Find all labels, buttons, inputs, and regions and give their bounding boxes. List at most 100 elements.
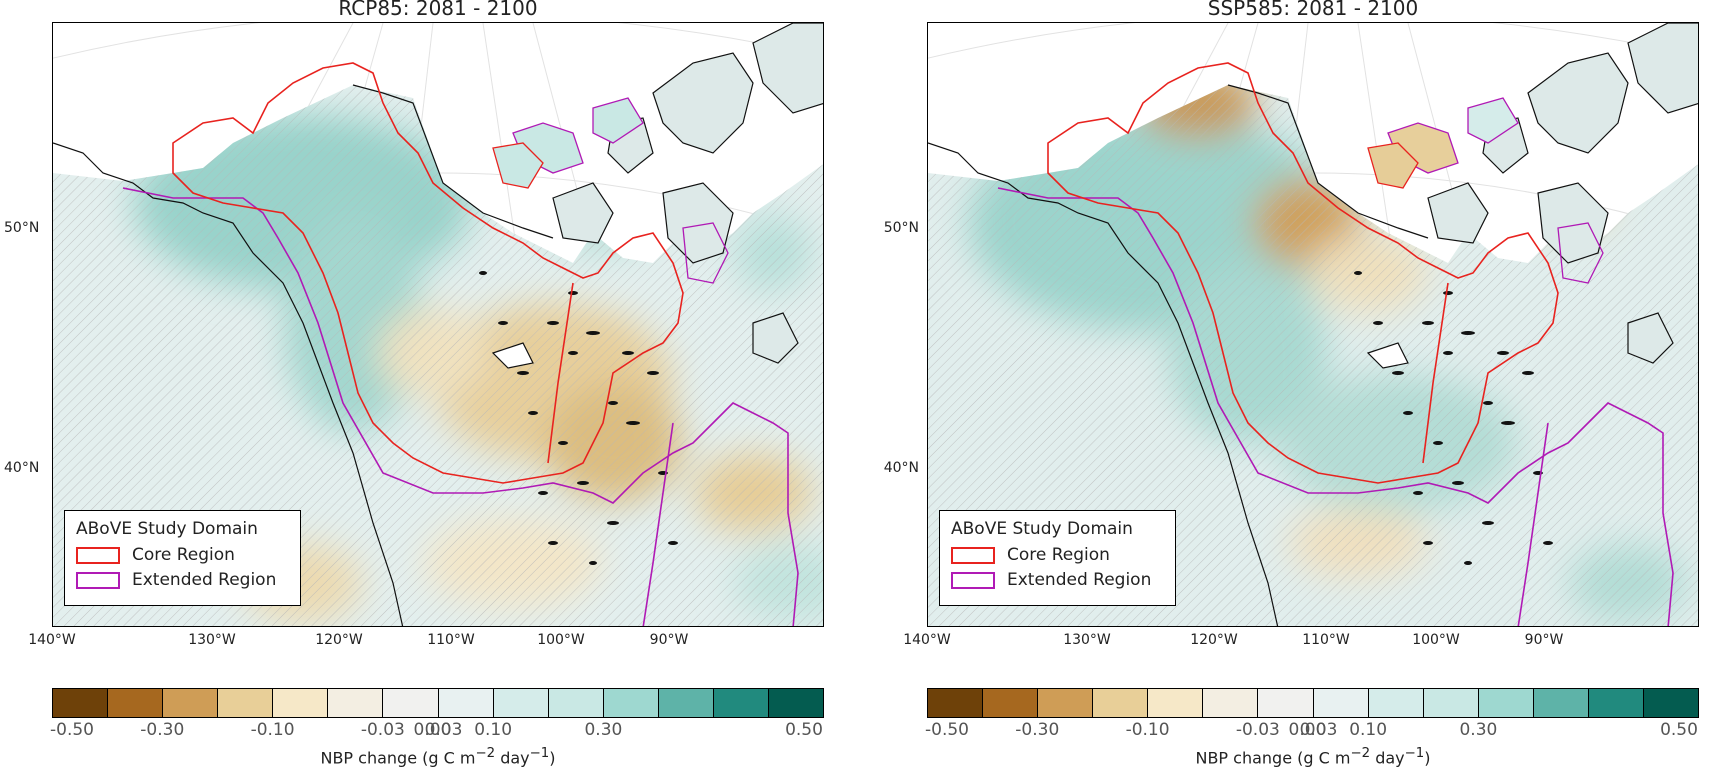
lakes xyxy=(479,271,678,565)
map-legend: ABoVE Study Domain Core Region Extended … xyxy=(939,510,1176,606)
colorbar-segment xyxy=(1258,689,1314,717)
legend-core-label: Core Region xyxy=(1007,545,1110,565)
extended-region-boundary xyxy=(122,187,799,626)
colorbar-tick-label: 0.03 xyxy=(1299,720,1338,740)
colorbar-tick-label: 0.50 xyxy=(785,720,823,740)
legend-item-core: Core Region xyxy=(951,543,1110,567)
colorbar-tick-label: 0.10 xyxy=(474,720,513,740)
colorbar-segment xyxy=(1423,689,1479,717)
colorbar-segment xyxy=(438,689,494,717)
lakes xyxy=(1354,271,1553,565)
map-svg-rcp85 xyxy=(53,23,823,626)
core-region-boundary xyxy=(1047,62,1559,484)
extended-region-boundary xyxy=(997,187,1674,626)
colorbar-segment xyxy=(273,689,329,717)
core-region-swatch xyxy=(76,546,120,564)
colorbar-segment xyxy=(713,689,770,717)
lon-label: 100°W xyxy=(1412,632,1460,648)
arctic-islands xyxy=(1427,23,1698,364)
lon-label: 110°W xyxy=(427,632,475,648)
coastline xyxy=(53,142,404,626)
legend-item-extended: Extended Region xyxy=(76,568,276,592)
great-slave-lake xyxy=(1366,342,1409,369)
legend-core-label: Core Region xyxy=(132,545,235,565)
lat-label-40n: 40°N xyxy=(4,460,40,476)
colorbar-segment xyxy=(218,689,274,717)
colorbar-segment xyxy=(108,689,164,717)
colorbar-tick-label: -0.50 xyxy=(925,720,969,740)
map-canvas: ABoVE Study Domain Core Region Extended … xyxy=(927,22,1699,627)
colorbar-tick-label: 0.03 xyxy=(424,720,463,740)
colorbar-tick-label: -0.10 xyxy=(250,720,295,740)
colorbar-segment xyxy=(928,689,984,717)
colorbar-label: NBP change (g C m−2 day−1) xyxy=(1195,746,1431,768)
colorbar-segment xyxy=(163,689,219,717)
extended-region-swatch xyxy=(951,571,995,589)
colorbar xyxy=(927,688,1699,718)
colorbar-tick-label: -0.03 xyxy=(1235,720,1280,740)
colorbar-segment xyxy=(1533,689,1589,717)
legend-title: ABoVE Study Domain xyxy=(76,519,258,539)
colorbar-tick-label: 0.00 xyxy=(1288,720,1327,740)
colorbar-tick-label: 0.00 xyxy=(413,720,452,740)
colorbar-segment xyxy=(1313,689,1369,717)
legend-item-extended: Extended Region xyxy=(951,568,1151,592)
lon-label: 120°W xyxy=(1190,632,1238,648)
lon-label: 110°W xyxy=(1302,632,1350,648)
colorbar-segment xyxy=(1368,689,1424,717)
colorbar-segment xyxy=(493,689,549,717)
colorbar-segment xyxy=(1093,689,1149,717)
lon-label: 130°W xyxy=(1063,632,1111,648)
colorbar-segment xyxy=(1644,689,1699,717)
map-canvas: ABoVE Study Domain Core Region Extended … xyxy=(52,22,824,627)
lon-label: 100°W xyxy=(537,632,585,648)
colorbar-tick-label: 0.50 xyxy=(1660,720,1698,740)
map-title: RCP85: 2081 - 2100 xyxy=(338,0,538,20)
lon-label: 130°W xyxy=(188,632,236,648)
legend-title: ABoVE Study Domain xyxy=(951,519,1133,539)
colorbar-segment xyxy=(1588,689,1645,717)
great-slave-lake xyxy=(491,342,534,369)
colorbar-segment xyxy=(548,689,604,717)
colorbar-tick-label: -0.30 xyxy=(1015,720,1060,740)
colorbar-segment xyxy=(1203,689,1259,717)
colorbar-segment xyxy=(53,689,109,717)
colorbar-segment xyxy=(769,689,824,717)
colorbar-segment xyxy=(658,689,714,717)
colorbar-tick-label: 0.30 xyxy=(584,720,623,740)
colorbar-tick-label: 0.10 xyxy=(1349,720,1388,740)
extended-region-swatch xyxy=(76,571,120,589)
lon-label: 140°W xyxy=(28,632,76,648)
colorbar-tick-label: -0.50 xyxy=(50,720,94,740)
colorbar-segment xyxy=(603,689,659,717)
core-region-swatch xyxy=(951,546,995,564)
lat-label-50n: 50°N xyxy=(883,220,919,236)
colorbar-segment xyxy=(1148,689,1204,717)
lat-label-40n: 40°N xyxy=(883,460,919,476)
colorbar-label: NBP change (g C m−2 day−1) xyxy=(320,746,556,768)
colorbar-tick-label: -0.30 xyxy=(140,720,185,740)
lon-label: 90°W xyxy=(649,632,689,648)
map-panel-ssp585: SSP585: 2081 - 2100 xyxy=(875,0,1699,769)
map-panel-rcp85: RCP85: 2081 - 2100 xyxy=(0,0,824,769)
colorbar-tick-label: 0.30 xyxy=(1459,720,1498,740)
lon-label: 120°W xyxy=(315,632,363,648)
lon-label: 90°W xyxy=(1524,632,1564,648)
colorbar-segment xyxy=(983,689,1039,717)
map-title: SSP585: 2081 - 2100 xyxy=(1207,0,1419,20)
legend-extended-label: Extended Region xyxy=(132,570,277,590)
colorbar-segment xyxy=(1038,689,1094,717)
colorbar-segment xyxy=(1478,689,1534,717)
lat-label-50n: 50°N xyxy=(4,220,40,236)
colorbar-tick-label: -0.03 xyxy=(360,720,405,740)
legend-item-core: Core Region xyxy=(76,543,235,567)
colorbar-segment xyxy=(383,689,439,717)
core-region-boundary xyxy=(172,62,684,484)
colorbar xyxy=(52,688,824,718)
colorbar-segment xyxy=(328,689,384,717)
lon-label: 140°W xyxy=(903,632,951,648)
map-legend: ABoVE Study Domain Core Region Extended … xyxy=(64,510,301,606)
legend-extended-label: Extended Region xyxy=(1007,570,1152,590)
colorbar-tick-label: -0.10 xyxy=(1125,720,1170,740)
coastline xyxy=(928,142,1279,626)
